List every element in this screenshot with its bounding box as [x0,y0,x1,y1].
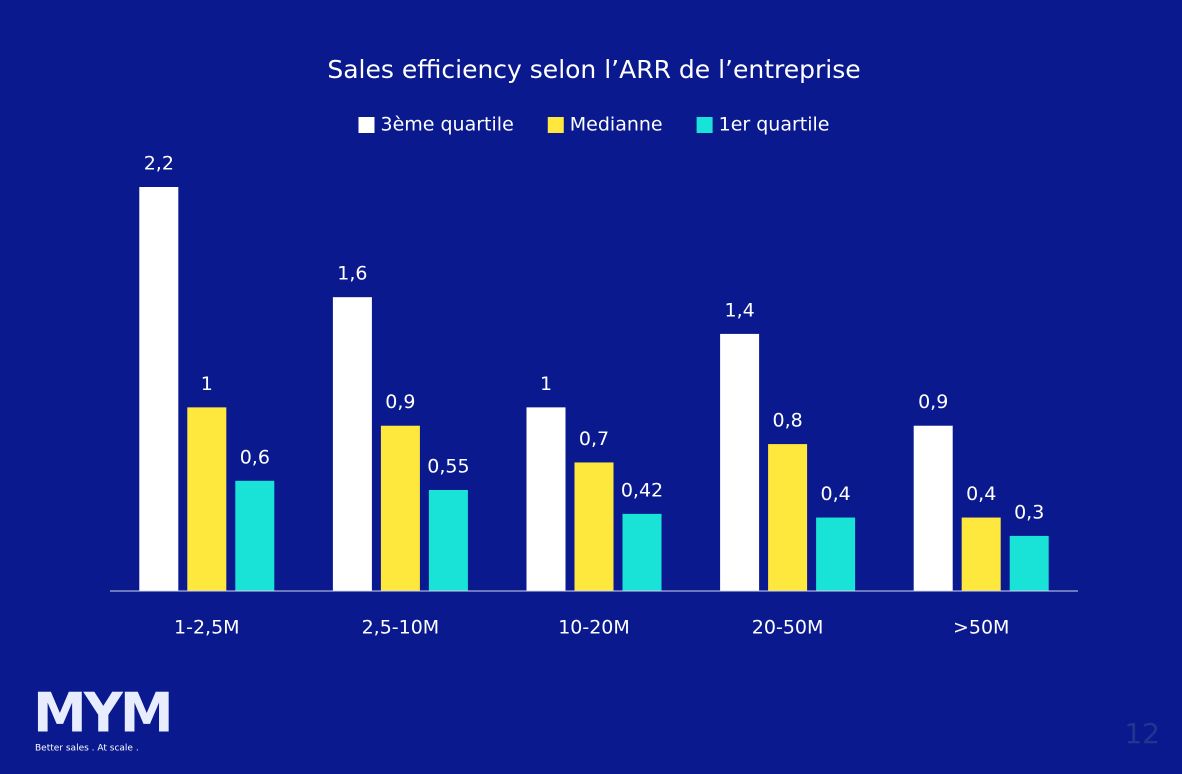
bar [574,462,614,591]
bar [380,425,420,591]
value-label: 1,6 [337,263,367,285]
x-tick-label: 10-20M [558,617,630,639]
bar [622,513,662,591]
value-label: 1 [201,373,213,395]
legend-label: 3ème quartile [380,114,513,136]
x-tick-label: 2,5-10M [362,617,440,639]
bar [332,297,372,591]
value-label: 0,4 [966,483,996,505]
value-label: 0,55 [427,456,469,478]
bar [139,187,179,591]
page-number: 12 [1124,717,1160,750]
logo-tagline: Better sales . At scale . [35,744,139,754]
legend-swatch [358,117,375,133]
x-tick-label: 20-50M [752,617,824,639]
bar [768,444,808,591]
value-label: 1,4 [724,299,754,321]
logo: MYM [33,682,171,745]
bar [913,425,953,591]
value-label: 0,6 [240,446,270,468]
bar [1009,535,1049,591]
value-label: 0,4 [820,483,850,505]
x-tick-label: 1-2,5M [174,617,240,639]
value-label: 0,9 [918,391,948,413]
bar [526,407,566,591]
value-label: 0,3 [1014,501,1044,523]
value-label: 0,8 [772,410,802,432]
legend-label: 1er quartile [719,114,830,136]
legend-swatch [547,117,564,133]
value-label: 1 [540,373,552,395]
x-tick-label: >50M [953,617,1010,639]
bar [235,480,275,591]
legend-swatch [696,117,713,133]
bar [187,407,227,591]
bar [816,517,856,591]
bar [961,517,1001,591]
bar [720,333,760,591]
value-label: 0,42 [621,479,663,501]
bar [428,490,468,591]
chart-title: Sales efficiency selon l’ARR de l’entrep… [327,55,860,84]
value-label: 2,2 [144,153,174,175]
value-label: 0,7 [579,428,609,450]
value-label: 0,9 [385,391,415,413]
legend-label: Medianne [570,114,663,136]
